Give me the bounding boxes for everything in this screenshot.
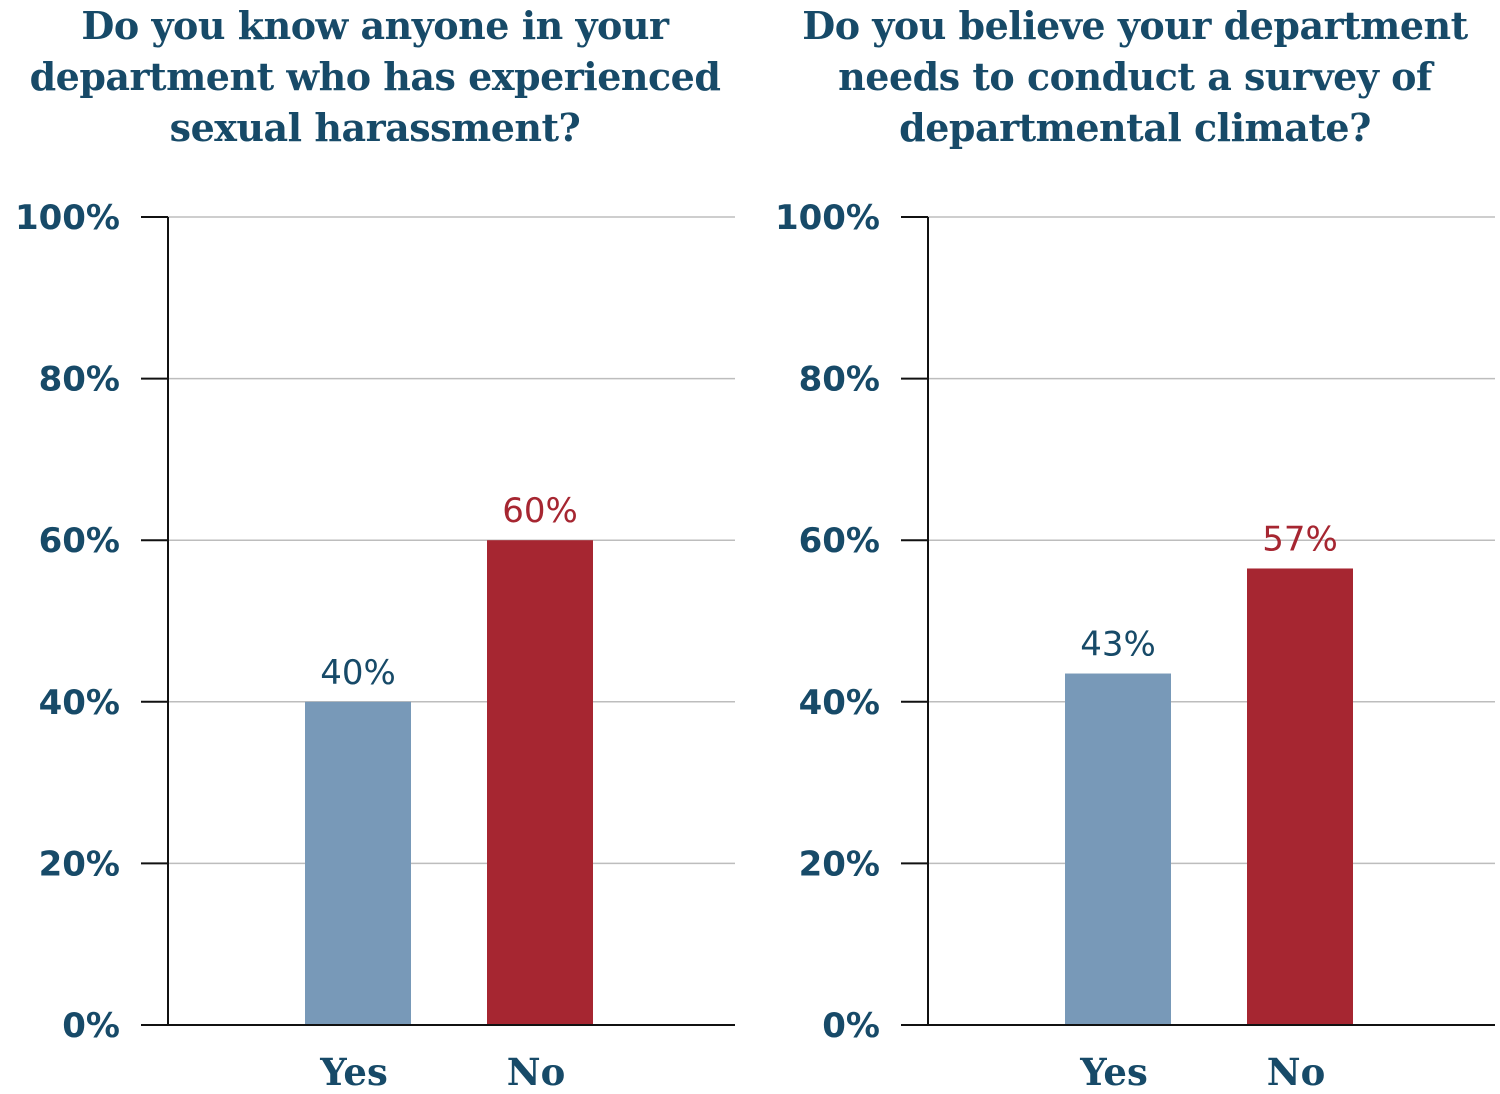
y-tick-label: 60% [39, 521, 120, 561]
y-tick-label: 0% [62, 1006, 120, 1046]
y-tick-label: 80% [39, 360, 120, 400]
chart-panel-harassment: Do you know anyone in your department wh… [15, 3, 735, 1094]
data-label: 57% [1262, 519, 1338, 559]
y-tick-label: 20% [799, 844, 880, 884]
bar-yes [1065, 673, 1171, 1025]
y-tick-label: 0% [822, 1006, 880, 1046]
chart-title: Do you believe your department needs to … [802, 3, 1468, 150]
y-tick-label: 40% [799, 683, 880, 723]
bar-chart-climate-survey: 0% 20% 40% 60% 80% 100% 43% Yes 57% No [775, 198, 1495, 1094]
x-category-label: Yes [1079, 1050, 1148, 1094]
bar-chart-harassment: 0% 20% 40% 60% 80% 100% 40% Yes 60% No [15, 198, 735, 1094]
y-tick-label: 20% [39, 844, 120, 884]
y-tick-label: 100% [775, 198, 880, 238]
chart-panel-climate-survey: Do you believe your department needs to … [760, 0, 1500, 1094]
data-label: 60% [502, 491, 578, 531]
x-category-label: No [507, 1050, 566, 1094]
chart-title: Do you know anyone in your department wh… [29, 3, 721, 150]
bar-yes [305, 701, 411, 1025]
y-tick-label: 80% [799, 360, 880, 400]
y-tick-label: 40% [39, 683, 120, 723]
bar-no [487, 540, 593, 1025]
data-label: 43% [1080, 625, 1156, 665]
data-label: 40% [320, 653, 396, 693]
y-tick-label: 100% [15, 198, 120, 238]
y-tick-label: 60% [799, 521, 880, 561]
bar-no [1247, 568, 1353, 1025]
x-category-label: Yes [319, 1050, 388, 1094]
x-category-label: No [1267, 1050, 1326, 1094]
